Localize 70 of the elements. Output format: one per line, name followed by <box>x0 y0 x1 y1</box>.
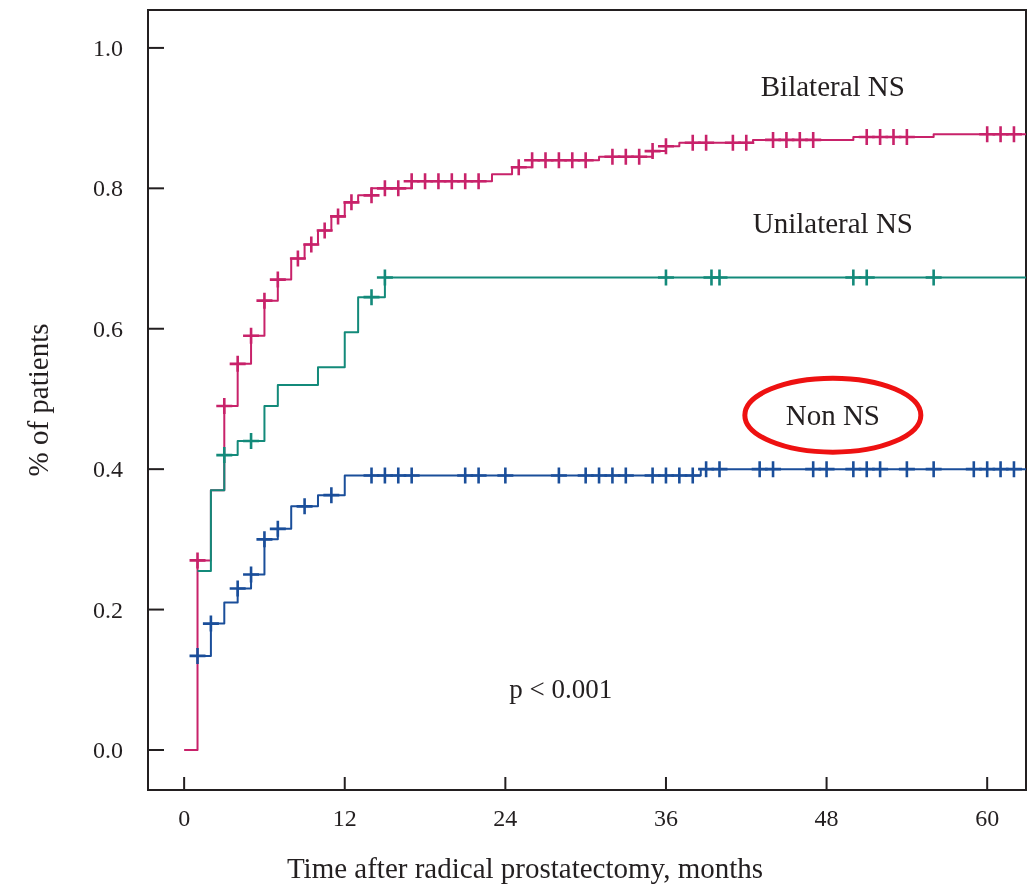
point <box>188 646 207 666</box>
point <box>241 431 261 451</box>
point <box>629 147 649 167</box>
y-tick-label: 0.8 <box>93 175 123 202</box>
point <box>924 268 943 287</box>
point <box>201 614 221 633</box>
point <box>469 466 488 485</box>
point <box>228 354 247 374</box>
point <box>255 291 274 310</box>
point <box>924 459 943 479</box>
annotation: p < 0.001 <box>509 674 613 704</box>
point <box>214 445 234 465</box>
point <box>268 270 288 289</box>
point <box>188 551 207 570</box>
point <box>362 186 381 205</box>
point <box>342 193 361 212</box>
point <box>656 268 676 287</box>
point <box>328 207 348 226</box>
point <box>322 485 341 505</box>
point <box>496 466 515 485</box>
point <box>375 268 395 287</box>
point <box>255 530 274 549</box>
point <box>362 287 381 307</box>
point <box>1004 124 1024 144</box>
point <box>857 268 877 287</box>
point <box>656 136 676 156</box>
point <box>803 130 823 150</box>
y-tick-label: 1.0 <box>93 34 123 61</box>
x-tick-label: 12 <box>332 805 357 831</box>
point <box>228 579 247 598</box>
x-tick-label: 48 <box>814 805 839 831</box>
series-label: Unilateral NS <box>752 207 913 240</box>
point <box>1004 459 1024 479</box>
point <box>763 459 783 479</box>
point <box>696 133 716 152</box>
point <box>295 497 314 516</box>
point <box>469 172 488 191</box>
point <box>315 221 334 240</box>
point <box>214 396 234 416</box>
point <box>388 179 408 198</box>
point <box>301 235 321 254</box>
point <box>509 157 529 177</box>
point <box>870 459 890 479</box>
x-tick-label: 24 <box>493 805 518 831</box>
y-tick-label: 0.0 <box>93 736 123 763</box>
point <box>817 459 836 479</box>
y-tick-label: 0.6 <box>93 315 123 342</box>
point <box>683 466 703 485</box>
x-tick-label: 0 <box>178 805 191 831</box>
point <box>241 326 261 346</box>
y-tick-label: 0.2 <box>93 596 123 623</box>
point <box>402 466 421 485</box>
x-tick-label: 36 <box>653 805 678 831</box>
point <box>897 127 917 147</box>
x-axis-title: Time after radical prostatectomy, months <box>286 852 764 884</box>
y-axis-title: % of patients <box>22 323 54 477</box>
series-label: Bilateral NS <box>760 69 905 102</box>
point <box>616 466 636 485</box>
point <box>268 519 288 539</box>
point <box>288 249 308 268</box>
x-tick-label: 60 <box>975 805 1000 831</box>
series-label: Non NS <box>785 399 880 432</box>
y-tick-label: 0.4 <box>93 456 123 483</box>
point <box>710 459 729 479</box>
point <box>736 133 756 152</box>
point <box>576 150 595 170</box>
point <box>897 459 917 479</box>
point <box>549 466 569 485</box>
point <box>643 141 662 161</box>
point <box>241 565 261 584</box>
